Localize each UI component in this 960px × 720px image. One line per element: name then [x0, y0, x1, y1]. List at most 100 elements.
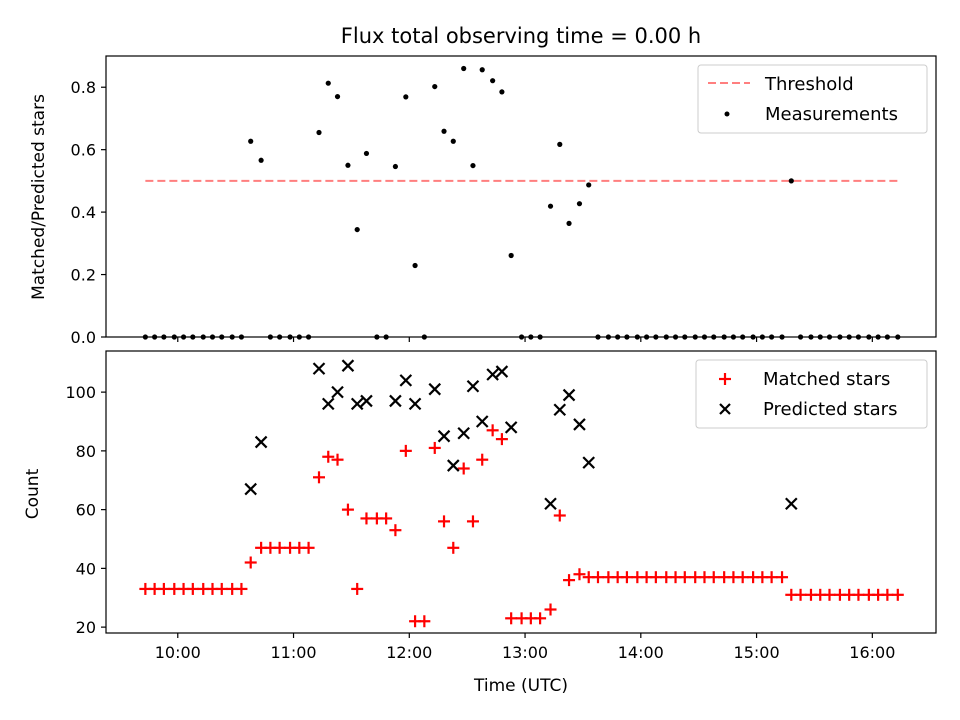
predicted-star-point	[321, 397, 335, 411]
measurement-point	[403, 94, 409, 100]
y-tick-label: 0.4	[71, 203, 96, 222]
matched-star-point	[457, 462, 470, 475]
predicted-star-point	[331, 385, 344, 399]
count-y-axis: 20 40 60 80 100	[65, 383, 106, 637]
matched-star-point	[534, 612, 547, 625]
legend-box	[697, 64, 928, 134]
y-tick-label: 0.6	[71, 141, 96, 160]
measurement-point	[354, 226, 360, 233]
predicted-legend-swatch	[719, 403, 731, 415]
matched-star-point	[428, 441, 441, 454]
predicted-star-point	[447, 459, 460, 472]
ratio-x-axis	[177, 337, 873, 342]
matched-star-point	[505, 612, 518, 625]
predicted-star-point	[504, 421, 518, 434]
matched-star-point	[273, 541, 286, 554]
x-tick-label: 12:00	[386, 643, 432, 662]
x-tick-label: 14:00	[618, 643, 664, 662]
matched-star-point	[322, 450, 335, 463]
matched-star-point	[215, 582, 228, 595]
measurement-point	[450, 138, 456, 144]
y-tick-label: 60	[76, 501, 96, 520]
x-stroke	[582, 456, 595, 469]
matched-star-point	[380, 512, 393, 525]
matched-legend-label: Matched stars	[763, 369, 890, 390]
x-tick-label: 13:00	[502, 643, 548, 662]
measurement-point	[325, 80, 331, 86]
x-stroke	[408, 397, 422, 411]
predicted-star-point	[562, 388, 576, 402]
x-stroke	[321, 397, 335, 411]
measurement-point	[566, 220, 572, 226]
count-plot-area	[139, 359, 904, 628]
matched-star-point	[544, 603, 557, 616]
predicted-star-point	[475, 415, 489, 428]
matched-star-point	[794, 588, 807, 601]
count-x-axis-label: Time (UTC)	[473, 676, 568, 696]
matched-star-point	[765, 571, 778, 584]
ratio-y-axis-label: Matched/Predicted stars	[29, 94, 49, 300]
x-stroke	[312, 362, 326, 375]
count-panel: Count 20 40 60 80 100 10:00 11:00 12:00 13:00 14…	[23, 350, 937, 696]
measurement-point	[345, 162, 351, 168]
x-stroke	[504, 421, 518, 434]
predicted-star-point	[244, 482, 257, 496]
matched-star-point	[776, 571, 789, 584]
predicted-star-point	[785, 497, 798, 511]
predicted-star-point	[428, 382, 442, 396]
matched-star-point	[331, 453, 344, 466]
x-stroke	[495, 365, 509, 378]
matched-star-point	[466, 515, 479, 528]
x-stroke	[254, 435, 268, 449]
measurement-point	[432, 83, 438, 90]
x-stroke	[360, 394, 373, 408]
x-stroke	[437, 429, 451, 443]
count-legend: Matched stars Predicted stars	[695, 359, 928, 429]
measurement-point	[461, 65, 467, 72]
measurement-point	[258, 157, 264, 163]
predicted-star-point	[341, 359, 355, 372]
matched-star-point	[302, 541, 315, 554]
matched-star-point	[399, 444, 412, 457]
x-stroke	[475, 415, 489, 428]
y-tick-label: 0.0	[71, 328, 96, 347]
x-stroke	[341, 359, 355, 372]
measurements-legend-swatch	[724, 111, 730, 117]
y-tick-label: 40	[76, 559, 96, 578]
measurements-legend-label: Measurements	[765, 104, 898, 125]
x-stroke	[573, 418, 586, 431]
matched-star-point	[881, 588, 894, 601]
predicted-star-point	[582, 456, 595, 469]
matched-star-point	[389, 524, 402, 537]
ratio-y-axis: 0.0 0.2 0.4 0.6 0.8	[71, 78, 106, 347]
threshold-legend-label: Threshold	[764, 74, 854, 95]
x-stroke	[350, 397, 364, 411]
matched-star-point	[495, 433, 508, 446]
measurement-point	[412, 262, 418, 269]
x-stroke	[486, 368, 499, 381]
matched-star-point	[235, 582, 248, 595]
matched-star-point	[186, 582, 199, 595]
matched-star-point	[891, 588, 904, 601]
matched-star-point	[649, 571, 662, 584]
y-tick-label: 20	[76, 618, 96, 637]
ratio-panel: Flux total observing time = 0.00 h Match…	[29, 24, 937, 347]
x-stroke	[544, 497, 557, 511]
measurement-point	[490, 78, 496, 84]
matched-star-point	[447, 541, 460, 554]
predicted-star-point	[573, 418, 586, 431]
y-tick-label: 0.2	[71, 266, 96, 285]
predicted-star-point	[408, 397, 422, 411]
matched-star-point	[852, 588, 865, 601]
matched-star-point	[736, 571, 749, 584]
matched-star-point	[438, 515, 451, 528]
predicted-star-point	[360, 394, 373, 408]
predicted-star-point	[553, 403, 567, 417]
x-stroke	[428, 382, 442, 396]
measurement-point	[363, 150, 370, 157]
ratio-plot-area	[142, 65, 902, 340]
x-tick-label: 15:00	[734, 643, 780, 662]
count-x-axis: 10:00 11:00 12:00 13:00 14:00 15:00 16:00	[155, 633, 895, 662]
predicted-star-point	[457, 426, 470, 440]
